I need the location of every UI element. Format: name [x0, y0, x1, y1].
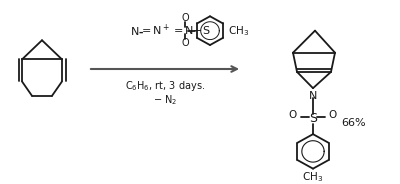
Text: CH$_3$: CH$_3$ [302, 170, 324, 184]
Text: C$_6$H$_6$, rt, 3 days.: C$_6$H$_6$, rt, 3 days. [125, 79, 205, 93]
Text: O: O [328, 110, 336, 120]
Text: 66%: 66% [341, 118, 366, 128]
Text: S: S [309, 112, 317, 125]
Text: CH$_3$: CH$_3$ [228, 24, 249, 38]
Text: O: O [289, 110, 297, 120]
Text: $=$N$^+$$=$N$-$S: $=$N$^+$$=$N$-$S [139, 23, 211, 38]
Text: N$\mathbf{\bar{\ }}$: N$\mathbf{\bar{\ }}$ [130, 25, 145, 37]
Text: O: O [181, 13, 189, 23]
Text: O: O [181, 38, 189, 48]
Text: N: N [309, 91, 317, 101]
Text: $-$ N$_2$: $-$ N$_2$ [153, 93, 177, 107]
